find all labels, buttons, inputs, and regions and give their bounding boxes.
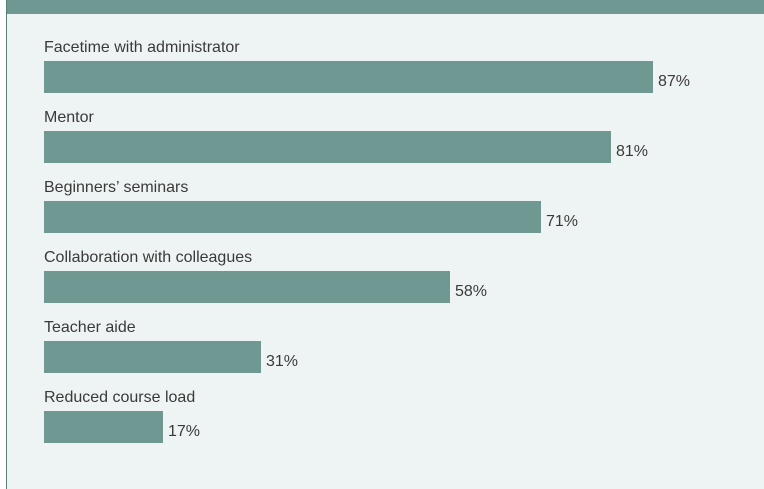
title-bar (7, 0, 764, 14)
bar (44, 61, 653, 93)
bar (44, 341, 261, 373)
bar (44, 411, 163, 443)
bar-row: Mentor 81% (7, 108, 764, 174)
value-label: 81% (616, 143, 649, 160)
bar-row: Collaboration with colleagues 58% (7, 248, 764, 314)
value-label: 31% (266, 353, 299, 370)
category-label: Beginners’ seminars (44, 179, 189, 196)
chart-panel: Facetime with administrator 87% Mentor 81% B… (6, 0, 764, 489)
bar-row: Beginners’ seminars 71% (7, 178, 764, 244)
value-label: 87% (658, 73, 691, 90)
category-label: Teacher aide (44, 319, 136, 336)
category-label: Collaboration with colleagues (44, 249, 253, 266)
bar-row: Reduced course load 17% (7, 388, 764, 454)
value-label: 17% (168, 423, 201, 440)
category-label: Facetime with administrator (44, 39, 240, 56)
bar (44, 201, 541, 233)
category-label: Mentor (44, 109, 94, 126)
category-label: Reduced course load (44, 389, 196, 406)
value-label: 71% (546, 213, 579, 230)
bar-row: Facetime with administrator 87% (7, 38, 764, 104)
value-label: 58% (455, 283, 488, 300)
bar (44, 271, 450, 303)
bar-row: Teacher aide 31% (7, 318, 764, 384)
bar (44, 131, 611, 163)
